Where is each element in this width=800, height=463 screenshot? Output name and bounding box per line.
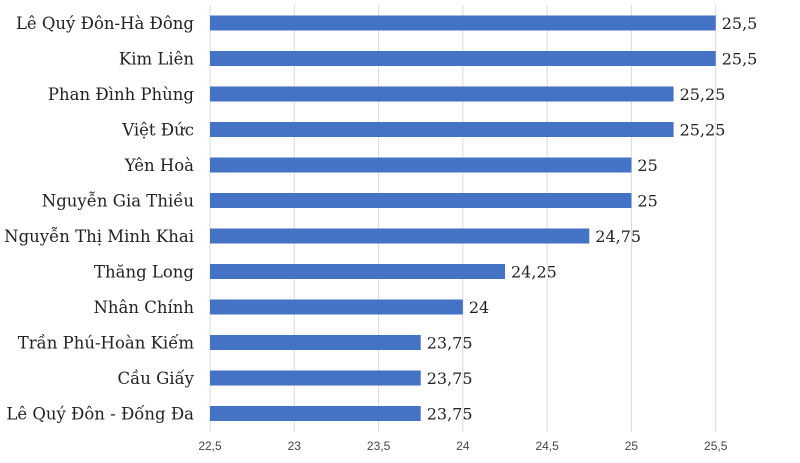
category-label: Phan Đình Phùng (48, 85, 195, 104)
bar (210, 86, 674, 102)
bar (210, 122, 674, 137)
x-tick-label: 22,5 (198, 439, 222, 453)
category-label: Trần Phú-Hoàn Kiếm (18, 334, 195, 353)
category-label: Việt Đức (121, 121, 194, 140)
bar (210, 228, 590, 244)
data-label: 25,25 (680, 121, 726, 140)
x-tick-label: 24,5 (535, 439, 559, 453)
category-label: Nguyễn Gia Thiều (42, 192, 195, 211)
category-label: Nguyễn Thị Minh Khai (4, 227, 194, 246)
x-tick-label: 25,5 (704, 439, 728, 453)
category-label: Lê Quý Đôn-Hà Đông (16, 14, 194, 33)
category-label: Yên Hoà (124, 156, 194, 175)
data-label: 23,75 (427, 405, 473, 424)
bar (210, 335, 421, 350)
data-label: 25,5 (722, 50, 758, 69)
data-label: 24,75 (595, 227, 641, 246)
data-label: 25 (637, 156, 657, 175)
category-label: Kim Liên (119, 50, 194, 69)
data-label: 23,75 (427, 369, 473, 388)
data-label: 24 (469, 298, 489, 317)
x-axis-ticks: 22,5 23 23,5 24 24,5 25 25,5 (198, 439, 727, 453)
bar (210, 406, 421, 421)
category-label: Cầu Giấy (118, 369, 195, 388)
category-label: Lê Quý Đôn - Đống Đa (6, 405, 194, 424)
x-tick-label: 24 (456, 439, 470, 453)
bar (210, 51, 716, 66)
bar (210, 193, 632, 208)
data-label: 25 (637, 192, 657, 211)
x-tick-label: 23 (288, 439, 302, 453)
bar (210, 299, 463, 315)
bar (210, 157, 632, 173)
data-label: 25,5 (722, 14, 758, 33)
data-label: 25,25 (680, 85, 726, 104)
bar (210, 264, 505, 279)
x-tick-label: 23,5 (367, 439, 391, 453)
x-tick-label: 25 (625, 439, 639, 453)
label-layer: Lê Quý Đôn-Hà Đông 25,5 Kim Liên 25,5 Phan Đ… (4, 14, 757, 424)
data-label: 24,25 (511, 263, 557, 282)
data-label: 23,75 (427, 334, 473, 353)
bar-layer (210, 15, 716, 421)
grid-layer (209, 5, 717, 432)
category-label: Nhân Chính (93, 298, 194, 317)
bar (210, 15, 716, 31)
bar (210, 370, 421, 386)
category-label: Thăng Long (94, 263, 194, 282)
